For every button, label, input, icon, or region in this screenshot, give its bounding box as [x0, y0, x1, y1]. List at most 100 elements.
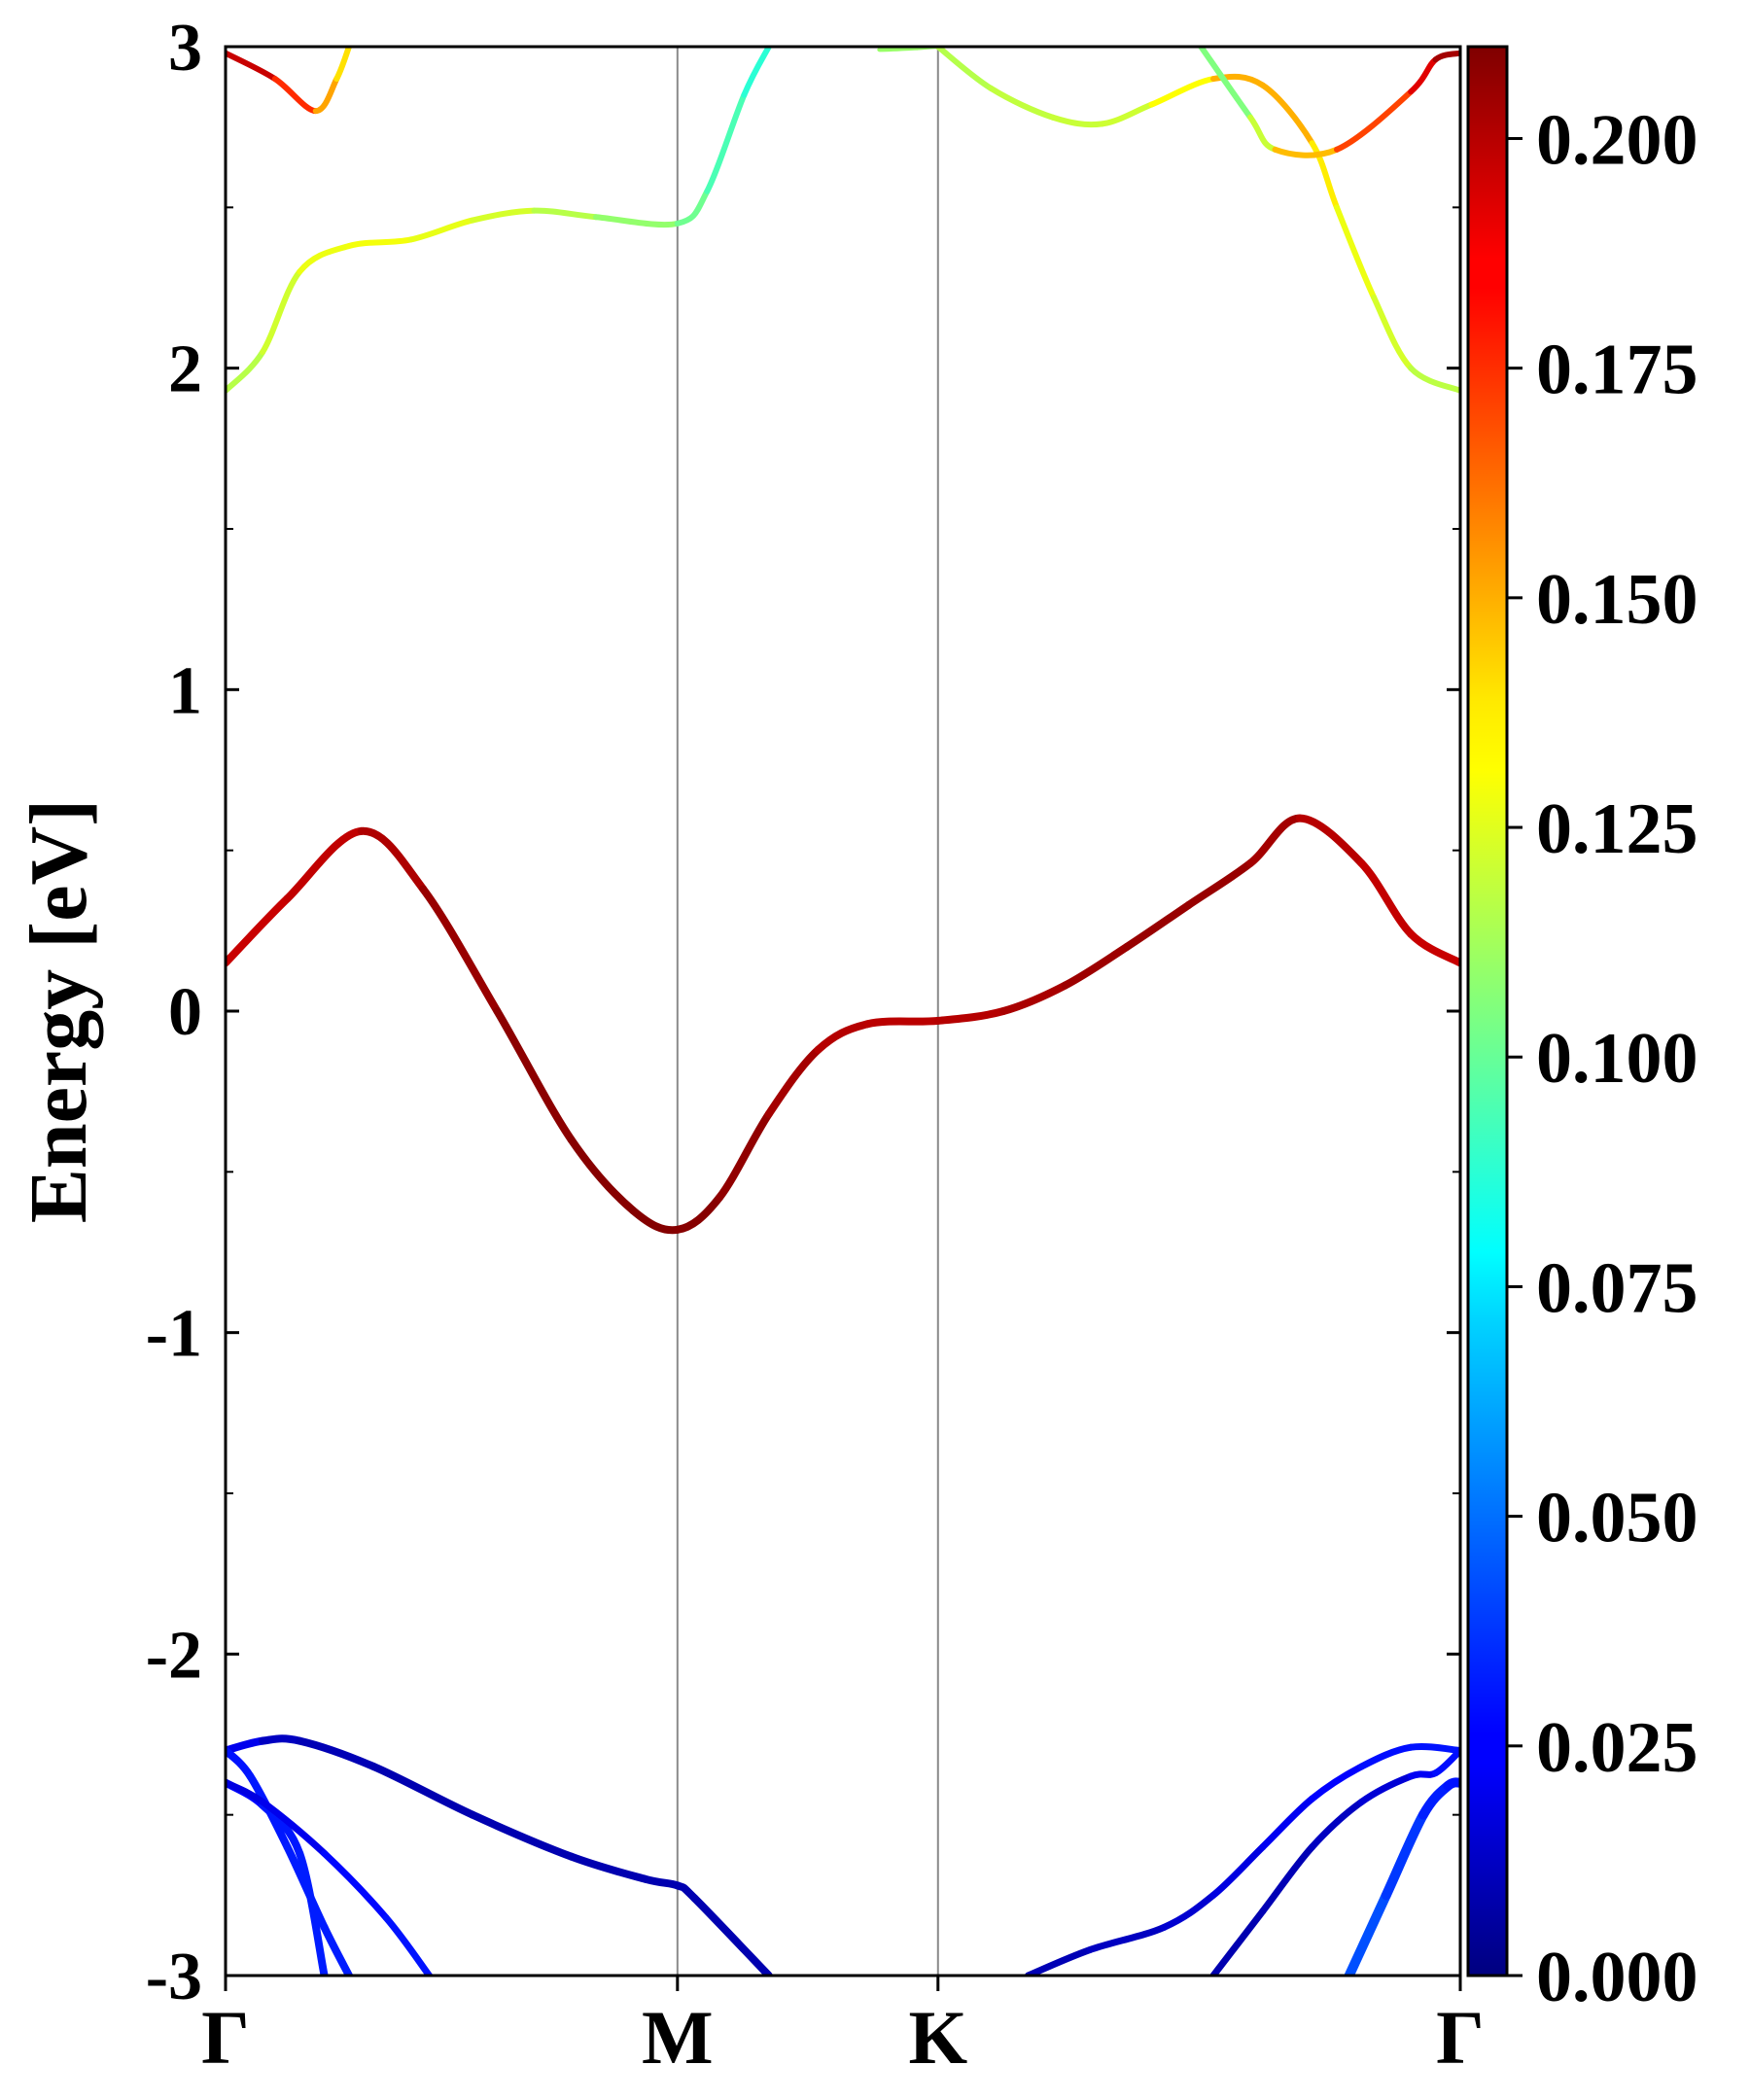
band-segment [470, 207, 538, 224]
plot-frame [224, 45, 1462, 1978]
band-segment [716, 1109, 773, 1202]
band-segment [1408, 365, 1460, 394]
y-axis-label: Energy [eV] [14, 799, 104, 1223]
band-segment [1272, 146, 1340, 158]
band-lines [226, 47, 1460, 1976]
band-segment [259, 1734, 304, 1745]
band-segment [1432, 50, 1460, 63]
band-segment [419, 885, 502, 1015]
y-tick-label: 1 [168, 653, 202, 728]
band-segment [1334, 204, 1378, 300]
band-segment [1408, 56, 1439, 95]
band-segment [346, 236, 414, 250]
band-segment [629, 1207, 682, 1235]
band-segment [283, 826, 366, 903]
high-symmetry-lines [676, 47, 939, 1976]
band-segment [1123, 900, 1193, 951]
band-segment [1407, 1769, 1440, 1780]
band-segment [1148, 76, 1216, 108]
band-segment [1309, 140, 1340, 211]
x-tick-label: M [642, 1995, 714, 2080]
band-segment [593, 214, 681, 228]
band-segment [1309, 1763, 1365, 1802]
band [226, 814, 1460, 1235]
band-segment [226, 1736, 267, 1755]
band-segment [1247, 114, 1278, 153]
band-segment [1334, 88, 1415, 153]
band-segment [296, 1736, 378, 1771]
band-segment [567, 1136, 638, 1215]
band-segment [1443, 1777, 1460, 1791]
band-segment [493, 1007, 576, 1144]
colorbar-tick-label: 0.100 [1536, 1019, 1698, 1099]
colorbar-tick-label: 0.125 [1536, 789, 1698, 869]
band-segment [357, 826, 428, 893]
colorbar-tick-label: 0.150 [1536, 560, 1698, 640]
y-tick-label: 2 [168, 332, 202, 407]
colorbar-tick-label: 0.000 [1536, 1938, 1698, 2017]
colorbar-tick-label: 0.175 [1536, 331, 1698, 410]
band-segment [1295, 814, 1366, 867]
band-segment [259, 1798, 329, 1857]
band-segment [1418, 1780, 1453, 1820]
band-segment [999, 981, 1069, 1015]
band-segment [333, 47, 352, 83]
band-segment [1099, 101, 1155, 127]
band-segment [764, 1045, 822, 1118]
band-segment [690, 1894, 773, 1976]
band-segment [567, 1852, 649, 1883]
band-segment [741, 47, 772, 98]
band-segment [1357, 858, 1416, 938]
band-segment [934, 47, 995, 91]
band-segment [1210, 73, 1266, 88]
band-segment [382, 1913, 434, 1976]
band-segment [878, 47, 920, 52]
band [226, 47, 352, 115]
band-segment [1086, 1923, 1168, 1954]
band-segment [1259, 1795, 1316, 1851]
band-segment [1160, 1891, 1217, 1931]
colorbar-tick-label: 0.200 [1536, 100, 1698, 180]
colorbar-gradient [1466, 45, 1509, 1978]
band-segment [312, 76, 340, 115]
band-segment [1198, 47, 1254, 121]
band-segment [1357, 1743, 1415, 1770]
band-segment [1259, 1843, 1316, 1915]
band-segment [321, 1849, 390, 1921]
band-segment [1407, 1743, 1460, 1755]
band-segment [863, 1016, 942, 1029]
band-segment [226, 50, 278, 83]
band-segment [1381, 1809, 1428, 1901]
y-tick-label: 3 [168, 11, 202, 86]
colorbar-tick-label: 0.075 [1536, 1248, 1698, 1328]
y-tick-label: -2 [146, 1618, 202, 1693]
band-segment [641, 1874, 682, 1890]
band-segment [1371, 294, 1415, 371]
band-segment [1025, 1946, 1094, 1976]
y-tick-label: -1 [146, 1297, 202, 1372]
band-segment [369, 1763, 476, 1819]
band-segment [1259, 82, 1315, 147]
band-segment [1209, 1908, 1267, 1976]
band [1344, 1777, 1460, 1976]
band-segment [531, 207, 599, 221]
x-tick-label: Γ [201, 1995, 250, 2080]
band-segment [320, 1923, 353, 1976]
band [934, 47, 1460, 394]
band-segment [226, 349, 266, 394]
band-segment [260, 268, 303, 356]
band-segment [673, 1193, 723, 1234]
band-segment [933, 1007, 1008, 1025]
band-segment [673, 1881, 699, 1903]
band-segment [704, 91, 748, 194]
band-segment [1344, 1890, 1391, 1976]
colorbar-tick-label: 0.025 [1536, 1708, 1698, 1788]
band-segment [469, 1810, 576, 1861]
band-segment [988, 85, 1056, 121]
x-tick-label: Γ [1436, 1995, 1485, 2080]
band-segment [226, 1779, 266, 1805]
band-segment [1432, 1747, 1460, 1777]
colorbar-ticks: 0.000 0.025 0.050 0.075 0.100 0.125 0.150 0.175… [1507, 100, 1698, 2017]
